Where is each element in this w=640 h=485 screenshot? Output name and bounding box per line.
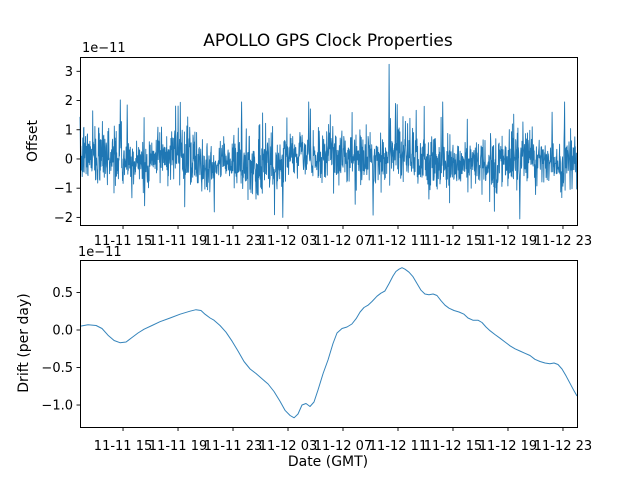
x-tick-label: 11-11 19 xyxy=(149,234,207,249)
y-tick-label: 0 xyxy=(65,152,73,167)
x-axis-label: Date (GMT) xyxy=(288,454,368,470)
figure-title: APOLLO GPS Clock Properties xyxy=(203,31,453,51)
y-tick-label: 2 xyxy=(65,94,73,109)
drift-axis-scale-text: 1e−11 xyxy=(78,245,122,260)
x-tick-label: 11-12 15 xyxy=(424,234,482,249)
x-tick-label: 11-12 23 xyxy=(534,439,592,454)
x-tick-label: 11-12 19 xyxy=(479,439,537,454)
y-tick-label: −1.0 xyxy=(41,399,73,414)
x-tick-label: 11-12 15 xyxy=(424,439,482,454)
x-tick-label: 11-12 07 xyxy=(314,439,372,454)
y-tick-label: 1 xyxy=(65,123,73,138)
y-tick-label: 0.0 xyxy=(52,323,73,338)
x-tick-label: 11-12 19 xyxy=(479,234,537,249)
offset-axes-frame xyxy=(80,57,578,226)
x-tick-label: 11-11 19 xyxy=(149,439,207,454)
drift-series-line xyxy=(79,267,578,419)
x-tick-label: 11-11 23 xyxy=(204,234,262,249)
drift-y-axis-label: Drift (per day) xyxy=(16,293,32,392)
x-tick-label: 11-12 07 xyxy=(314,234,372,249)
y-tick-label: −0.5 xyxy=(41,361,73,376)
x-tick-label: 11-11 15 xyxy=(94,234,152,249)
x-tick-label: 11-11 23 xyxy=(204,439,262,454)
y-tick-label: −2 xyxy=(54,211,73,226)
y-tick-label: 0.5 xyxy=(52,286,73,301)
offset-series-line xyxy=(79,63,578,220)
x-tick-label: 11-12 03 xyxy=(259,234,317,249)
x-tick-label: 11-12 03 xyxy=(259,439,317,454)
y-tick-label: 3 xyxy=(65,65,73,80)
x-tick-label: 11-11 15 xyxy=(94,439,152,454)
drift-axes-frame xyxy=(80,260,578,428)
y-tick-label: −1 xyxy=(54,182,73,197)
x-tick-label: 11-12 23 xyxy=(534,234,592,249)
offset-axis-scale-text: 1e−11 xyxy=(82,41,126,56)
x-tick-label: 11-12 11 xyxy=(369,439,427,454)
x-tick-label: 11-12 11 xyxy=(369,234,427,249)
offset-y-axis-label: Offset xyxy=(25,119,41,162)
